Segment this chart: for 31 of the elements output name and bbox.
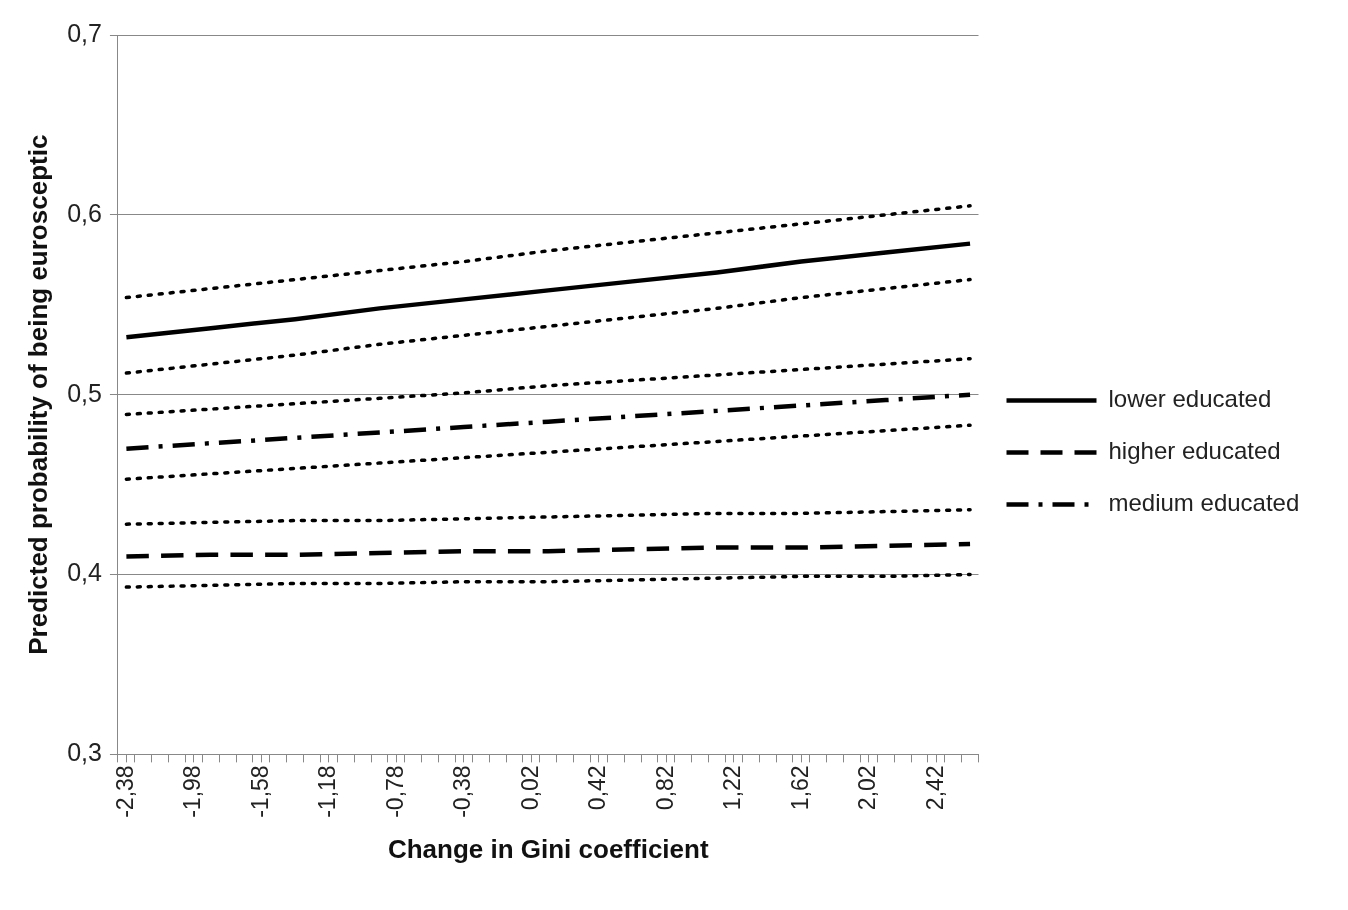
line-series [124, 572, 972, 589]
x-tick-label: 0,02 [516, 765, 543, 811]
x-tick-label: 2,42 [921, 765, 948, 811]
line-series [124, 541, 973, 559]
x-tick-label: -0,78 [381, 765, 408, 818]
x-tick-label: -1,58 [246, 765, 273, 818]
line-series [124, 508, 972, 526]
line-series [124, 277, 972, 375]
x-tick-label: -1,98 [179, 765, 206, 818]
legend-label: higher educated [1108, 437, 1281, 465]
line-series [124, 392, 973, 451]
line-series [124, 204, 972, 300]
x-tick-label: 0,82 [651, 765, 678, 811]
line-series [124, 356, 972, 417]
y-tick-label: 0,5 [67, 378, 102, 407]
y-tick-label: 0,7 [67, 18, 102, 47]
y-tick-label: 0,3 [67, 738, 102, 767]
y-axis-title: Predicted probability of being eurosceptic [22, 134, 53, 655]
x-axis-title: Change in Gini coefficient [387, 833, 709, 864]
x-tick-label: 1,22 [719, 765, 746, 811]
x-tick-label: -2,38 [111, 765, 138, 818]
x-tick-label: 1,62 [786, 765, 813, 811]
legend-label: lower educated [1108, 385, 1272, 413]
x-tick-label: -1,18 [314, 765, 341, 818]
line-series [124, 423, 972, 481]
y-tick-label: 0,6 [67, 198, 102, 227]
y-tick-label: 0,4 [67, 558, 103, 587]
x-tick-label: 0,42 [584, 765, 611, 811]
x-tick-label: 2,02 [854, 765, 881, 811]
legend-label: medium educated [1108, 489, 1300, 517]
x-tick-label: -0,38 [449, 765, 476, 818]
